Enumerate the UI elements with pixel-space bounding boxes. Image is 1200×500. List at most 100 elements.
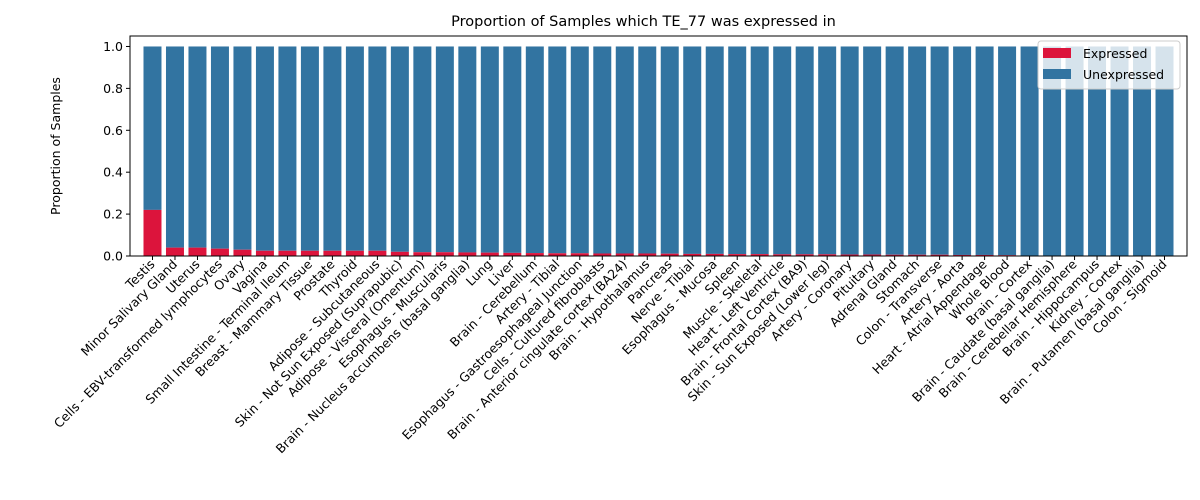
y-axis: 0.0 0.2 0.4 0.6 0.8 1.0	[103, 39, 130, 264]
bar-unexpressed	[255, 46, 274, 251]
bar-unexpressed	[525, 46, 544, 254]
bar-unexpressed	[683, 46, 702, 254]
legend-swatch	[1043, 48, 1071, 58]
bar-unexpressed	[458, 46, 477, 253]
bar-expressed	[728, 254, 747, 256]
bar-unexpressed	[975, 46, 994, 255]
bar-unexpressed	[953, 46, 972, 255]
y-tick-label: 0.4	[103, 165, 123, 180]
bar-unexpressed	[1133, 46, 1152, 256]
bar-expressed	[435, 252, 454, 256]
bar-unexpressed	[885, 46, 904, 255]
y-axis-label: Proportion of Samples	[48, 77, 63, 215]
bar-unexpressed	[998, 46, 1017, 256]
bar-expressed	[885, 254, 904, 256]
bar-expressed	[503, 252, 522, 256]
bar-unexpressed	[593, 46, 612, 254]
bar-expressed	[323, 250, 342, 256]
bar-unexpressed	[1020, 46, 1039, 256]
bar-expressed	[570, 253, 589, 256]
bar-unexpressed	[300, 46, 319, 251]
bar-unexpressed	[615, 46, 634, 254]
bar-expressed	[930, 254, 949, 256]
bar-unexpressed	[660, 46, 679, 254]
bar-expressed	[390, 251, 409, 256]
bar-unexpressed	[840, 46, 859, 255]
bar-expressed	[863, 254, 882, 256]
bar-unexpressed	[143, 46, 162, 210]
bar-unexpressed	[548, 46, 567, 254]
bar-unexpressed	[705, 46, 724, 254]
bars-group	[143, 46, 1174, 256]
bar-expressed	[188, 247, 207, 256]
bar-expressed	[143, 209, 162, 256]
bar-expressed	[660, 253, 679, 256]
bar-expressed	[705, 253, 724, 256]
bar-expressed	[953, 254, 972, 256]
legend-label: Unexpressed	[1083, 67, 1164, 82]
bar-expressed	[255, 250, 274, 256]
bar-unexpressed	[638, 46, 657, 254]
bar-unexpressed	[930, 46, 949, 255]
bar-expressed	[750, 254, 769, 256]
bar-expressed	[638, 253, 657, 256]
bar-unexpressed	[165, 46, 184, 248]
bar-unexpressed	[1065, 46, 1084, 256]
bar-unexpressed	[1088, 46, 1107, 256]
bar-expressed	[525, 253, 544, 256]
legend: Expressed Unexpressed	[1037, 40, 1181, 90]
bar-expressed	[773, 254, 792, 256]
bar-expressed	[593, 253, 612, 256]
bar-expressed	[615, 253, 634, 256]
bar-expressed	[908, 254, 927, 256]
bar-expressed	[840, 254, 859, 256]
bar-unexpressed	[863, 46, 882, 255]
bar-unexpressed	[413, 46, 432, 253]
bar-unexpressed	[233, 46, 252, 250]
bar-unexpressed	[818, 46, 837, 255]
y-tick-label: 0.0	[103, 249, 123, 264]
bar-unexpressed	[210, 46, 229, 249]
bar-unexpressed	[278, 46, 297, 251]
y-tick-label: 1.0	[103, 39, 123, 54]
bar-unexpressed	[435, 46, 454, 253]
y-tick-label: 0.6	[103, 123, 123, 138]
chart-title: Proportion of Samples which TE_77 was ex…	[451, 14, 836, 30]
bar-expressed	[683, 253, 702, 256]
bar-expressed	[413, 252, 432, 256]
bar-unexpressed	[728, 46, 747, 255]
bar-expressed	[480, 252, 499, 256]
y-tick-label: 0.2	[103, 207, 123, 222]
bar-expressed	[300, 250, 319, 256]
bar-expressed	[165, 247, 184, 256]
legend-swatch	[1043, 69, 1071, 79]
bar-unexpressed	[570, 46, 589, 254]
bar-unexpressed	[1155, 46, 1174, 256]
bar-unexpressed	[773, 46, 792, 255]
bar-expressed	[795, 254, 814, 256]
bar-unexpressed	[795, 46, 814, 255]
bar-unexpressed	[188, 46, 207, 248]
bar-expressed	[818, 254, 837, 256]
bar-expressed	[345, 250, 364, 256]
bar-unexpressed	[750, 46, 769, 255]
bar-unexpressed	[908, 46, 927, 255]
bar-expressed	[548, 253, 567, 256]
bar-expressed	[975, 254, 994, 256]
bar-unexpressed	[1110, 46, 1129, 256]
plot-frame	[129, 35, 1188, 257]
bar-expressed	[210, 248, 229, 256]
legend-label: Expressed	[1083, 46, 1147, 61]
bar-unexpressed	[390, 46, 409, 252]
bar-unexpressed	[503, 46, 522, 253]
bar-unexpressed	[323, 46, 342, 251]
bar-unexpressed	[368, 46, 387, 251]
y-tick-label: 0.8	[103, 81, 123, 96]
bar-expressed	[458, 252, 477, 256]
legend-box	[1037, 40, 1181, 90]
bar-expressed	[278, 250, 297, 256]
bar-expressed	[233, 249, 252, 256]
bar-unexpressed	[1043, 46, 1062, 256]
